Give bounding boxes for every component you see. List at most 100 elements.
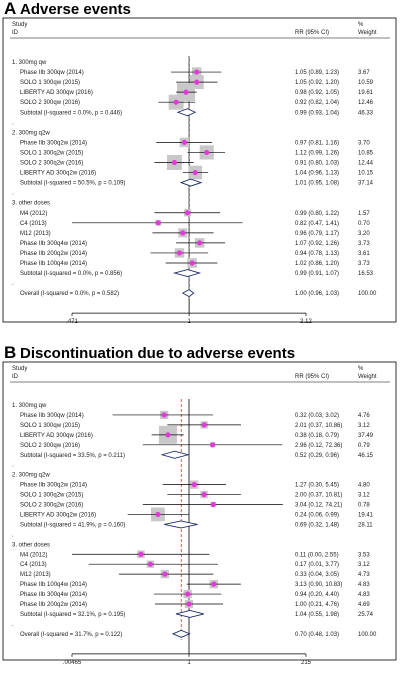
weight-text: 3.53 (358, 552, 370, 558)
weight-text: 4.83 (358, 592, 370, 598)
study-label: Phase IIb 300q4w (2014) (20, 241, 87, 247)
rr-ci-text: 2.96 (0.12, 72.36) (295, 443, 342, 449)
point-estimate (181, 139, 187, 145)
weight-text: 3.70 (358, 140, 370, 146)
plot-border (2, 361, 397, 661)
rr-ci-text: 0.98 (0.92, 1.05) (295, 90, 339, 96)
rr-ci-text: 0.99 (0.91, 1.07) (295, 271, 339, 277)
subtotal-label: Subtotal (I-squared = 41.9%, p = 0.160) (20, 522, 125, 528)
study-label: SOLO 1 300q2w (2015) (20, 150, 83, 156)
rr-ci-text: 3.13 (0.90, 10.83) (295, 582, 342, 588)
study-label: C4 (2013) (20, 562, 47, 568)
col-header-study: Study (12, 22, 27, 28)
study-label: Phase IIb 200q2w (2014) (20, 251, 87, 257)
rr-ci-text: 0.38 (0.18, 0.79) (295, 433, 339, 439)
weight-text: 37.14 (358, 181, 374, 187)
subtotal-label: Subtotal (I-squared = 0.0%, p = 0.446) (20, 110, 122, 116)
subtotal-diamond (164, 520, 198, 529)
point-estimate (194, 69, 200, 75)
point-estimate (186, 601, 192, 607)
study-label: M4 (2012) (20, 552, 47, 558)
subtotal-diamond (179, 178, 203, 187)
study-label: SOLO 1 300qw (2015) (20, 80, 80, 86)
col-header-id: ID (12, 30, 19, 36)
study-label: C4 (2013) (20, 221, 47, 227)
point-estimate (210, 501, 216, 508)
study-label: SOLO 2 300qw (2016) (20, 443, 80, 449)
weight-text: 10.15 (358, 171, 374, 177)
weight-text: 3.61 (358, 251, 370, 257)
rr-ci-text: 0.97 (0.81, 1.16) (295, 140, 339, 146)
rr-ci-text: 0.52 (0.29, 0.96) (295, 453, 339, 459)
rr-ci-text: 0.96 (0.79, 1.17) (295, 231, 339, 237)
x-tick-label: 215 (301, 660, 312, 666)
point-estimate (147, 561, 154, 567)
rr-ci-text: 0.94 (0.78, 1.13) (295, 251, 339, 257)
point-estimate (155, 220, 161, 226)
weight-text: 3.73 (358, 261, 370, 267)
study-label: SOLO 2 300q2w (2016) (20, 503, 83, 509)
study-label: Phase IIb 300q4w (2014) (20, 592, 87, 598)
col-header-percent: % (358, 366, 364, 372)
x-tick-label: .00465 (63, 660, 82, 666)
study-label: M12 (2013) (20, 572, 51, 578)
separator-dot: . (12, 463, 14, 469)
weight-text: 3.12 (358, 493, 370, 499)
subgroup-label: 1. 300mg qw (12, 60, 47, 66)
point-estimate (194, 79, 200, 85)
study-label: Phase IIb 300qw (2014) (20, 413, 84, 419)
subgroup-label: 2. 300mg q2w (12, 130, 50, 136)
rr-ci-text: 1.02 (0.86, 1.20) (295, 261, 339, 267)
point-estimate (210, 442, 216, 448)
study-label: SOLO 2 300qw (2016) (20, 100, 80, 106)
weight-text: 1.57 (358, 211, 370, 217)
point-estimate (184, 210, 191, 216)
rr-ci-text: 0.24 (0.06, 0.99) (295, 512, 339, 518)
point-estimate (192, 169, 198, 176)
weight-text: 4.80 (358, 483, 370, 489)
weight-text: 25.74 (358, 612, 374, 618)
point-estimate (180, 230, 186, 236)
rr-ci-text: 2.01 (0.37, 10.86) (295, 423, 342, 429)
x-tick-label: .471 (66, 319, 78, 325)
weight-text: 10.59 (358, 80, 374, 86)
weight-text: 12.46 (358, 100, 374, 106)
study-label: Phase IIb 300q2w (2014) (20, 140, 87, 146)
subtotal-diamond (172, 269, 202, 278)
rr-ci-text: 0.69 (0.32, 1.48) (295, 522, 339, 528)
study-label: Phase IIb 100q4w (2014) (20, 261, 87, 267)
study-label: Phase IIb 300qw (2014) (20, 70, 84, 76)
col-header-rr: RR (95% CI) (295, 374, 329, 380)
col-header-rr: RR (95% CI) (295, 30, 329, 36)
point-estimate (189, 260, 195, 266)
separator-dot: . (12, 191, 14, 197)
weight-text: 4.69 (358, 602, 370, 608)
weight-text: 3.12 (358, 562, 370, 568)
weight-text: 100.00 (358, 632, 377, 638)
rr-ci-text: 0.70 (0.48, 1.03) (295, 632, 339, 638)
rr-ci-text: 0.17 (0.01, 3.77) (295, 562, 339, 568)
col-header-id: ID (12, 374, 19, 380)
subtotal-label: Subtotal (I-squared = 0.0%, p = 0.856) (20, 271, 122, 277)
rr-ci-text: 1.07 (0.92, 1.26) (295, 241, 339, 247)
weight-text: 4.83 (358, 582, 370, 588)
weight-text: 16.53 (358, 271, 374, 277)
rr-ci-text: 0.94 (0.20, 4.40) (295, 592, 339, 598)
subgroup-label: 3. other doses (12, 201, 50, 207)
subgroup-label: 2. 300mg q2w (12, 473, 50, 479)
weight-text: 28.11 (358, 522, 373, 528)
subtotal-label: Subtotal (I-squared = 50.5%, p = 0.109) (20, 181, 125, 187)
rr-ci-text: 0.99 (0.80, 1.22) (295, 211, 339, 217)
rr-ci-text: 1.00 (0.21, 4.76) (295, 602, 339, 608)
study-label: M12 (2013) (20, 231, 51, 237)
rr-ci-text: 2.00 (0.37, 10.81) (295, 493, 342, 499)
plot-border (2, 17, 397, 323)
point-estimate (176, 250, 183, 256)
subtotal-label: Subtotal (I-squared = 32.1%, p = 0.195) (20, 612, 125, 618)
rr-ci-text: 1.05 (0.92, 1.20) (295, 80, 339, 86)
overall-diamond (171, 629, 191, 638)
weight-text: 19.61 (358, 90, 374, 96)
subtotal-label: Subtotal (I-squared = 33.5%, p = 0.211) (20, 453, 125, 459)
rr-ci-text: 1.00 (0.96, 1.03) (295, 291, 339, 297)
point-estimate (138, 551, 144, 557)
